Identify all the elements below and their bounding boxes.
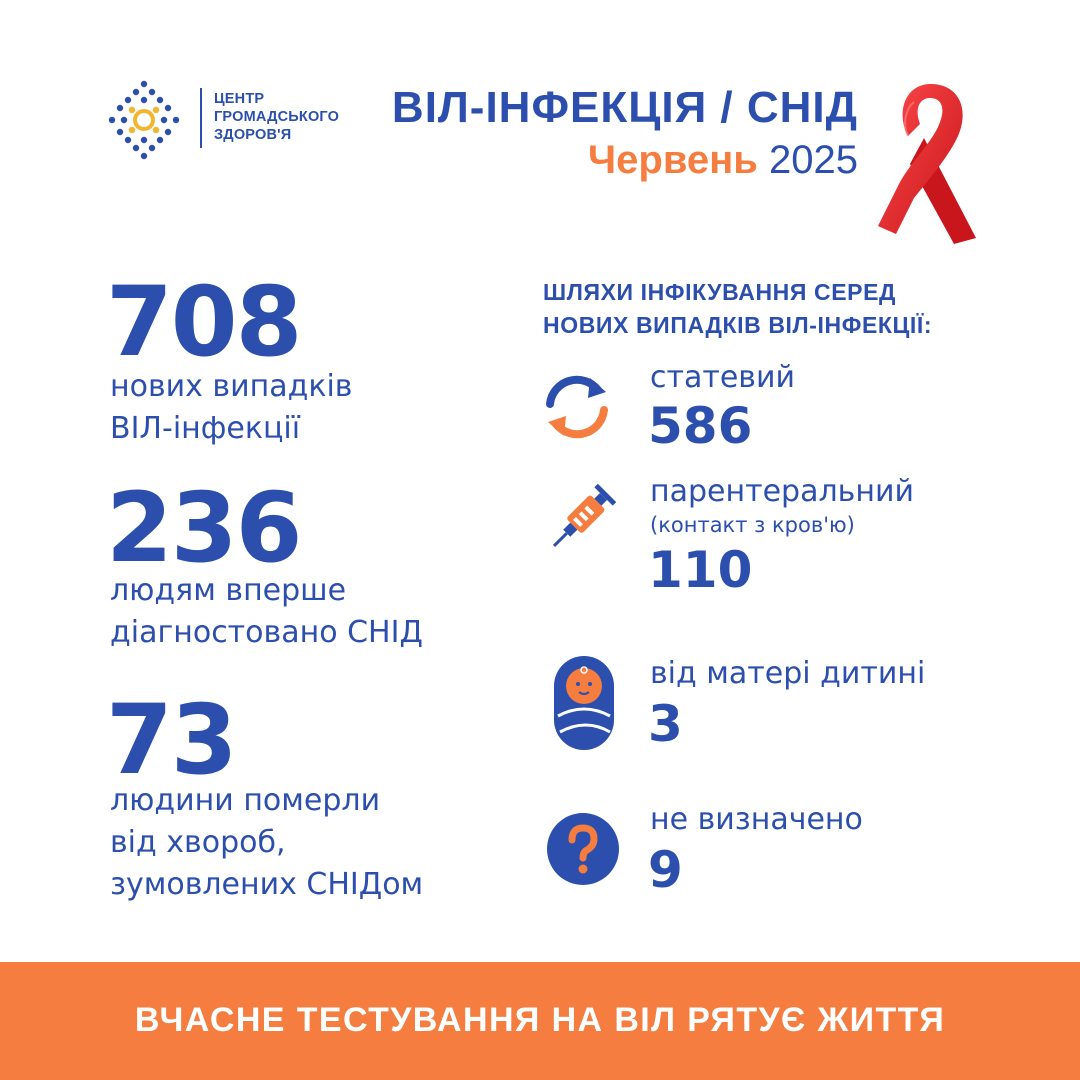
page-title: ВІЛ-ІНФЕКЦІЯ / СНІД: [391, 83, 858, 132]
label-line: людям вперше: [110, 573, 347, 608]
subtitle-month: Червень: [588, 138, 758, 182]
label-line: людини померли: [110, 783, 381, 818]
route-mother-child-label: від матері дитині: [650, 656, 926, 691]
routes-title-line: ШЛЯХИ ІНФІКУВАННЯ СЕРЕД: [543, 279, 897, 305]
label-line: ВІЛ-інфекції: [110, 411, 301, 446]
aids-diagnosed-value: 236: [106, 472, 302, 584]
route-sexual-value: 586: [648, 397, 753, 455]
question-icon: [547, 813, 619, 885]
logo-divider: [200, 88, 202, 148]
route-mother-child-value: 3: [648, 695, 683, 753]
arrows-cycle-icon: [546, 375, 608, 439]
new-cases-label: нових випадків ВІЛ-інфекції: [110, 366, 353, 450]
route-parenteral-value: 110: [648, 541, 753, 599]
deaths-value: 73: [106, 684, 238, 796]
route-parenteral-sublabel: (контакт з кров'ю): [650, 513, 855, 537]
route-undetermined-label: не визначено: [650, 802, 863, 837]
route-undetermined-value: 9: [648, 841, 683, 899]
route-parenteral-label: парентеральний: [650, 474, 914, 509]
routes-title-line: НОВИХ ВИПАДКІВ ВІЛ-ІНФЕКЦІЇ:: [543, 312, 933, 338]
syringe-icon: [552, 483, 617, 548]
logo-line: ЗДОРОВ'Я: [214, 127, 292, 143]
subtitle-year: 2025: [769, 138, 858, 182]
logo-icon: [108, 80, 180, 160]
baby-icon: [554, 656, 614, 750]
logo-text: ЦЕНТР ГРОМАДСЬКОГО ЗДОРОВ'Я: [214, 90, 339, 144]
logo-line: ГРОМАДСЬКОГО: [214, 109, 340, 125]
footer-slogan: ВЧАСНЕ ТЕСТУВАННЯ НА ВІЛ РЯТУЄ ЖИТТЯ: [134, 1001, 946, 1039]
deaths-label: людини померли від хвороб, зумовлених СН…: [110, 780, 423, 906]
new-cases-value: 708: [106, 266, 302, 378]
route-sexual-label: статевий: [650, 360, 795, 395]
label-line: нових випадків: [110, 369, 353, 404]
logo-line: ЦЕНТР: [214, 91, 265, 107]
aids-diagnosed-label: людям вперше діагностовано СНІД: [110, 570, 423, 654]
label-line: зумовлених СНІДом: [110, 867, 424, 902]
red-ribbon-icon: [878, 84, 976, 244]
footer-banner: [0, 962, 1080, 1080]
label-line: від хвороб,: [110, 825, 286, 860]
label-line: діагностовано СНІД: [110, 615, 423, 650]
page-subtitle: Червень 2025: [330, 136, 858, 184]
routes-title: ШЛЯХИ ІНФІКУВАННЯ СЕРЕД НОВИХ ВИПАДКІВ В…: [543, 276, 932, 342]
